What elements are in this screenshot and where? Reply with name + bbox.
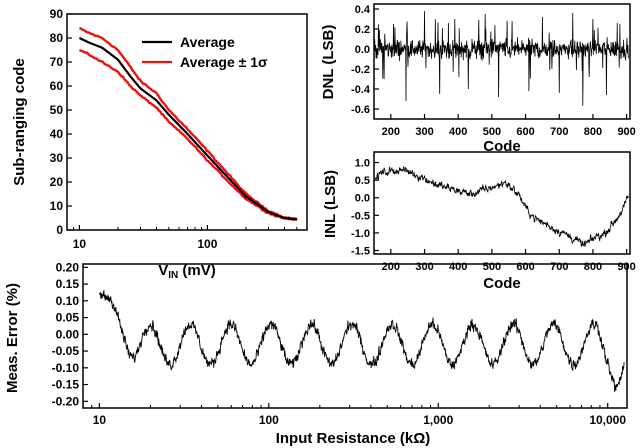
x-tick-label: 100 (197, 237, 217, 251)
x-tick-label: 10,000 (589, 413, 626, 427)
y-tick-label: 0 (56, 223, 63, 237)
meas-error-panel: 10 100 1,000 10,000 -0.20 -0.15 -0.10 -0.05 0.00… (4, 260, 628, 447)
average-line (78, 36, 298, 221)
x-tick-label: 300 (415, 261, 433, 273)
x-tick-label: 10 (93, 413, 107, 427)
meas-error-y-axis-label: Meas. Error (%) (4, 283, 21, 393)
x-tick-label: 1,000 (423, 413, 453, 427)
y-tick-label: 0.05 (56, 311, 80, 325)
x-tick-label: 700 (550, 126, 568, 138)
subranging-x-axis-label: VIN (mV) (158, 262, 216, 281)
dnl-plot-frame (373, 3, 631, 120)
inl-panel: 200 300 400 500 600 700 800 900-1.5-1.0-0.50.00… (322, 151, 636, 292)
y-tick-label: 0.5 (355, 175, 370, 187)
legend-label-sigma: Average ± 1σ (180, 54, 268, 70)
y-tick-label: -1.5 (351, 245, 370, 257)
y-tick-label: 10 (50, 199, 64, 213)
y-tick-label: 90 (50, 7, 64, 21)
x-tick-label: 800 (584, 126, 602, 138)
x-tick-label: 200 (382, 261, 400, 273)
x-tick-label: 300 (415, 126, 433, 138)
x-tick-label: 600 (516, 261, 534, 273)
y-tick-label: 0.15 (56, 277, 80, 291)
sigma-band-line (79, 49, 298, 222)
y-tick-label: 20 (50, 175, 64, 189)
x-tick-label: 900 (617, 126, 635, 138)
x-tick-label: 400 (449, 126, 467, 138)
y-tick-label: -1.0 (351, 228, 370, 240)
subranging-plot-frame (66, 13, 308, 231)
y-tick-label: 40 (50, 127, 64, 141)
x-tick-label: 800 (584, 261, 602, 273)
y-tick-label: 70 (50, 55, 64, 69)
y-tick-label: 0.00 (56, 327, 80, 341)
y-tick-label: -0.15 (52, 378, 80, 392)
inl-plot-frame (373, 151, 631, 255)
y-tick-label: -0.5 (351, 210, 370, 222)
dnl-x-axis-label: Code (483, 138, 521, 155)
y-tick-label: 0.0 (355, 193, 370, 205)
y-tick-label: -0.20 (52, 394, 80, 408)
y-tick-label: -0.10 (52, 361, 80, 375)
x-tick-label: 400 (449, 261, 467, 273)
inl-x-axis-label: Code (483, 275, 521, 292)
dnl-panel: 200 300 400 500 600 700 800 900 -0.6 -0.4 -0.2 0.0 0… (320, 3, 636, 155)
dnl-y-axis-label: DNL (LSB) (320, 25, 337, 100)
y-tick-label: 0.4 (355, 4, 371, 16)
inl-y-axis-label: INL (LSB) (322, 170, 339, 238)
y-tick-label: 0.2 (355, 24, 370, 36)
inl-trace (374, 166, 629, 248)
x-tick-label: 200 (382, 126, 400, 138)
meas-error-trace (98, 289, 625, 392)
y-tick-label: 80 (50, 31, 64, 45)
y-tick-label: 1.0 (355, 158, 370, 170)
y-tick-label: -0.2 (351, 64, 370, 76)
y-tick-label: 50 (50, 103, 64, 117)
y-tick-label: -0.4 (351, 84, 371, 96)
subranging-panel: 10 100 0 10 20 30 40 50 60 70 80 90 Sub-ranging cod… (11, 7, 308, 281)
y-tick-label: 0.10 (56, 294, 80, 308)
x-tick-label: 700 (550, 261, 568, 273)
y-tick-label: 30 (50, 151, 64, 165)
dnl-trace (374, 10, 629, 107)
meas-error-plot-frame (82, 263, 628, 409)
x-tick-label: 10 (73, 237, 87, 251)
x-tick-label: 500 (483, 126, 501, 138)
y-tick-label: 0.0 (355, 44, 370, 56)
subranging-y-axis-label: Sub-ranging code (11, 58, 28, 186)
x-tick-label: 600 (516, 126, 534, 138)
y-tick-label: -0.6 (351, 104, 370, 116)
x-tick-label: 100 (259, 413, 279, 427)
x-tick-label: 500 (483, 261, 501, 273)
y-tick-label: 0.20 (56, 260, 80, 274)
y-tick-label: -0.05 (52, 344, 80, 358)
y-tick-label: 60 (50, 79, 64, 93)
meas-error-x-axis-label: Input Resistance (kΩ) (276, 430, 431, 447)
subranging-legend: Average Average ± 1σ (142, 34, 268, 70)
legend-label-average: Average (180, 34, 235, 50)
